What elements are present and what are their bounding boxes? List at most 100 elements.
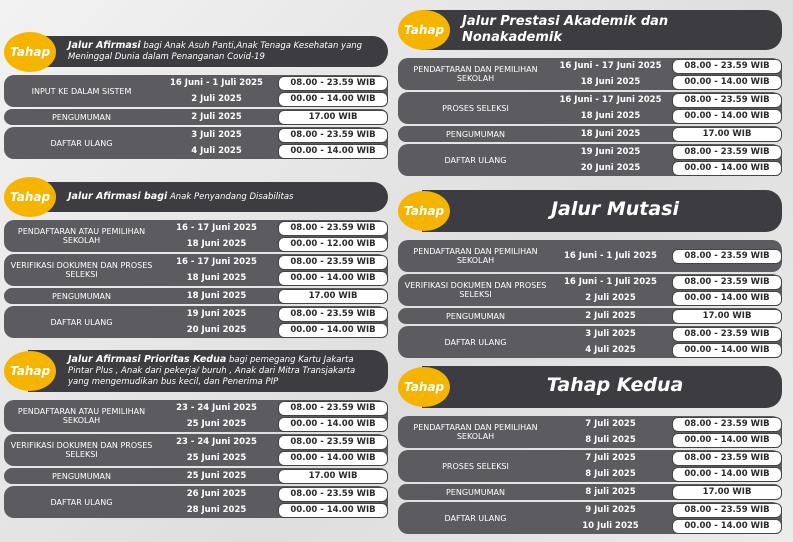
slot-list: 3 Juli 2025 08.00 - 23.59 WIB 4 Juli 2025 0… <box>553 326 782 358</box>
date: 2 Juli 2025 <box>585 311 636 321</box>
stage-row: DAFTAR ULANG 3 Juli 2025 08.00 - 23.59 WIB… <box>4 127 388 159</box>
title-bold: Jalur Afirmasi Prioritas Kedua <box>68 354 227 365</box>
stage-row: PENDAFTARAN DAN PEMILIHAN SEKOLAH 16 Juni… <box>398 240 782 272</box>
time: 00.00 - 14.00 WIB <box>278 450 388 466</box>
slot: 16 Juni - 1 Juli 2025 08.00 - 23.59 WIB <box>159 75 388 91</box>
slot: 16 Juni - 17 Juni 2025 08.00 - 23.59 WIB <box>553 92 782 108</box>
time: 08.00 - 23.59 WIB <box>672 450 782 466</box>
stage-name: PENDAFTARAN ATAU PEMILIHAN SEKOLAH <box>17 227 146 245</box>
stage-name: PENGUMUMAN <box>445 311 506 321</box>
date: 16 Juni - 17 Juni 2025 <box>559 61 662 71</box>
date: 2 Juli 2025 <box>191 112 242 122</box>
slot: 18 Juni 2025 17.00 WIB <box>553 126 782 142</box>
slot-list: 16 Juni - 1 Juli 2025 08.00 - 23.59 WIB 2 … <box>159 75 388 107</box>
time: 17.00 WIB <box>278 109 388 125</box>
date: 25 Juni 2025 <box>186 471 247 481</box>
stage-name: DAFTAR ULANG <box>444 337 507 347</box>
section-title: Tahap Kedua <box>547 375 684 395</box>
date: 16 Juni - 1 Juli 2025 <box>564 277 657 287</box>
slot-list: 16 Juni - 17 Juni 2025 08.00 - 23.59 WIB 1… <box>553 92 782 124</box>
time: 00.00 - 14.00 WIB <box>672 466 782 482</box>
slot: 7 Juli 2025 08.00 - 23.59 WIB <box>553 450 782 466</box>
stage-name: DAFTAR ULANG <box>50 138 113 148</box>
date: 2 Juli 2025 <box>191 94 242 104</box>
stage-list: PENDAFTARAN ATAU PEMILIHAN SEKOLAH 16 - 1… <box>4 220 388 338</box>
slot-list: 16 Juni - 1 Juli 2025 08.00 - 23.59 WIB 2 … <box>553 274 782 306</box>
date: 28 Juni 2025 <box>186 505 247 515</box>
stage-row: VERIFIKASI DOKUMEN DAN PROSES SELEKSI 23 … <box>4 434 388 466</box>
slot: 18 Juni 2025 00.00 - 14.00 WIB <box>553 108 782 124</box>
stage-row: PENGUMUMAN 2 Juli 2025 17.00 WIB <box>4 109 388 125</box>
stage-name: DAFTAR ULANG <box>50 497 113 507</box>
date: 19 Juni 2025 <box>186 309 247 319</box>
badge: Tahap <box>398 10 450 50</box>
slot: 19 Juni 2025 08.00 - 23.59 WIB <box>553 144 782 160</box>
slot-list: 8 juli 2025 17.00 WIB <box>553 484 782 500</box>
time: 17.00 WIB <box>672 126 782 142</box>
slot: 8 juli 2025 17.00 WIB <box>553 484 782 500</box>
time: 00.00 - 14.00 WIB <box>278 322 388 338</box>
date: 16 Juni - 1 Juli 2025 <box>170 78 263 88</box>
slot: 2 Juli 2025 17.00 WIB <box>159 109 388 125</box>
stage-name: VERIFIKASI DOKUMEN DAN PROSES SELEKSI <box>404 281 547 299</box>
date: 7 Juli 2025 <box>585 453 636 463</box>
slot: 16 - 17 Juni 2025 08.00 - 23.59 WIB <box>159 254 388 270</box>
time: 08.00 - 23.59 WIB <box>278 306 388 322</box>
stage-row: PENGUMUMAN 18 Juni 2025 17.00 WIB <box>4 288 388 304</box>
slot-list: 25 Juni 2025 17.00 WIB <box>159 468 388 484</box>
time: 08.00 - 23.59 WIB <box>672 326 782 342</box>
date: 25 Juni 2025 <box>186 419 247 429</box>
section-title: Jalur Afirmasi Prioritas Kedua bagi peme… <box>68 354 374 388</box>
slot: 2 Juli 2025 17.00 WIB <box>553 308 782 324</box>
date: 25 Juni 2025 <box>186 453 247 463</box>
slot: 20 Juni 2025 00.00 - 14.00 WIB <box>159 322 388 338</box>
section-title: Jalur Afirmasi bagi Anak Asuh Panti,Anak… <box>68 40 374 63</box>
slot: 16 Juni - 1 Juli 2025 08.00 - 23.59 WIB <box>553 274 782 290</box>
stage-name: PENDAFTARAN DAN PEMILIHAN SEKOLAH <box>413 247 538 265</box>
stage-name: INPUT KE DALAM SISTEM <box>31 86 132 96</box>
slot-list: 16 - 17 Juni 2025 08.00 - 23.59 WIB 18 Jun… <box>159 220 388 252</box>
slot-list: 26 Juni 2025 08.00 - 23.59 WIB 28 Juni 202… <box>159 486 388 518</box>
title-bold: Jalur Prestasi Akademik dan Nonakademik <box>462 14 669 45</box>
section-header: Tahap Jalur Afirmasi Prioritas Kedua bagi… <box>4 350 388 392</box>
section: Tahap Tahap Kedua PENDAFTARAN DAN PEMILIHA… <box>398 366 782 536</box>
section: Tahap Jalur Afirmasi bagi Anak Penyandang… <box>4 177 388 340</box>
title-bold: Jalur Afirmasi <box>68 40 141 51</box>
time: 17.00 WIB <box>672 308 782 324</box>
slot: 8 Juli 2025 00.00 - 14.00 WIB <box>553 432 782 448</box>
stage-row: PENDAFTARAN DAN PEMILIHAN SEKOLAH 7 Juli … <box>398 416 782 448</box>
date: 26 Juni 2025 <box>186 489 247 499</box>
slot: 23 - 24 Juni 2025 08.00 - 23.59 WIB <box>159 400 388 416</box>
time: 17.00 WIB <box>278 468 388 484</box>
date: 18 Juni 2025 <box>580 111 641 121</box>
date: 9 Juli 2025 <box>585 505 636 515</box>
section-header: Tahap Tahap Kedua <box>398 366 782 408</box>
slot-list: 23 - 24 Juni 2025 08.00 - 23.59 WIB 25 Jun… <box>159 400 388 432</box>
time: 17.00 WIB <box>278 288 388 304</box>
slot: 25 Juni 2025 00.00 - 14.00 WIB <box>159 416 388 432</box>
stage-name: PENGUMUMAN <box>445 129 506 139</box>
stage-name: PENGUMUMAN <box>445 487 506 497</box>
stage-name: PENDAFTARAN DAN PEMILIHAN SEKOLAH <box>413 65 538 83</box>
slot: 26 Juni 2025 08.00 - 23.59 WIB <box>159 486 388 502</box>
slot: 7 Juli 2025 08.00 - 23.59 WIB <box>553 416 782 432</box>
slot-list: 18 Juni 2025 17.00 WIB <box>159 288 388 304</box>
time: 00.00 - 14.00 WIB <box>672 108 782 124</box>
time: 08.00 - 23.59 WIB <box>672 248 782 264</box>
title-bold: Jalur Mutasi <box>550 197 680 220</box>
stage-name: DAFTAR ULANG <box>444 155 507 165</box>
date: 16 - 17 Juni 2025 <box>176 257 257 267</box>
slot: 16 - 17 Juni 2025 08.00 - 23.59 WIB <box>159 220 388 236</box>
section: Tahap Jalur Afirmasi Prioritas Kedua bagi… <box>4 350 388 520</box>
section: Tahap Jalur Mutasi PENDAFTARAN DAN PEMILIH… <box>398 190 782 360</box>
stage-name: PENGUMUMAN <box>51 112 112 122</box>
slot: 3 Juli 2025 08.00 - 23.59 WIB <box>553 326 782 342</box>
time: 08.00 - 23.59 WIB <box>672 144 782 160</box>
section-header: Tahap Jalur Afirmasi bagi Anak Penyandang… <box>4 177 388 217</box>
time: 08.00 - 23.59 WIB <box>672 502 782 518</box>
date: 8 Juli 2025 <box>585 469 636 479</box>
stage-row: PENGUMUMAN 18 Juni 2025 17.00 WIB <box>398 126 782 142</box>
stage-name: PENDAFTARAN DAN PEMILIHAN SEKOLAH <box>413 423 538 441</box>
badge: Tahap <box>398 367 450 407</box>
